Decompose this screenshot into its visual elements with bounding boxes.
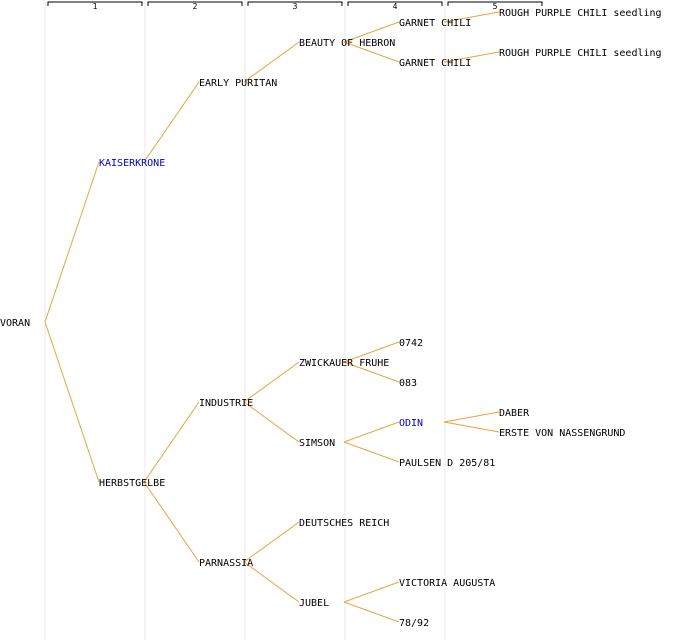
link-line [343, 361, 400, 383]
pedigree-node-label[interactable]: HERBSTGELBE [99, 478, 165, 489]
link-line [143, 481, 200, 563]
pedigree-node-label[interactable]: VICTORIA AUGUSTA [399, 578, 495, 589]
pedigree-node-label[interactable]: 78/92 [399, 618, 429, 629]
link-line [143, 81, 200, 163]
pedigree-node-label[interactable]: 083 [399, 378, 417, 389]
link-line [443, 421, 500, 433]
link-line [343, 601, 400, 623]
link-line [243, 561, 300, 603]
pedigree-node-label[interactable]: DEUTSCHES REICH [299, 518, 389, 529]
link-line [343, 421, 400, 443]
generation-bracket-5 [447, 1, 543, 6]
generation-number-3: 3 [293, 2, 298, 11]
pedigree-node-label[interactable]: JUBEL [299, 598, 329, 609]
pedigree-node-label[interactable]: GARNET CHILI [399, 58, 471, 69]
link-line [143, 401, 200, 483]
link-line [44, 321, 100, 483]
link-line [343, 341, 400, 363]
link-line [443, 51, 500, 63]
pedigree-node-label[interactable]: SIMSON [299, 438, 335, 449]
pedigree-node-label[interactable]: PAULSEN D 205/81 [399, 458, 495, 469]
link-line [243, 521, 300, 563]
pedigree-node-label[interactable]: BEAUTY OF HEBRON [299, 38, 395, 49]
generation-bracket-3 [247, 1, 343, 6]
link-line [343, 441, 400, 463]
link-line [443, 411, 500, 423]
link-line [243, 361, 300, 403]
link-line [44, 161, 100, 323]
pedigree-node-label[interactable]: EARLY PURITAN [199, 78, 277, 89]
pedigree-nodes: ROUGH PURPLE CHILI seedling GARNET CHILI R… [0, 8, 662, 629]
generation-number-4: 4 [393, 2, 398, 11]
link-line [443, 11, 500, 23]
link-line [343, 581, 400, 603]
link-line [243, 41, 300, 83]
pedigree-links [44, 11, 500, 623]
pedigree-node-label[interactable]: ROUGH PURPLE CHILI seedling [499, 48, 662, 59]
generation-bracket-2 [147, 1, 243, 6]
pedigree-node-label[interactable]: ERSTE VON NASSENGRUND [499, 428, 625, 439]
link-line [243, 401, 300, 443]
pedigree-node-label[interactable]: ZWICKAUER FRUHE [299, 358, 389, 369]
link-line [343, 21, 400, 43]
generation-grid [44, 0, 446, 640]
generation-bracket-1 [47, 1, 143, 6]
pedigree-node-label[interactable]: PARNASSIA [199, 558, 253, 569]
link-line [343, 41, 400, 63]
pedigree-node-label[interactable]: KAISERKRONE [99, 158, 165, 169]
generation-header: 1 2 3 4 5 [47, 1, 543, 11]
pedigree-node-label[interactable]: ODIN [399, 418, 423, 429]
pedigree-node-label[interactable]: DABER [499, 408, 530, 419]
pedigree-node-label[interactable]: INDUSTRIE [199, 398, 253, 409]
generation-number-2: 2 [193, 2, 198, 11]
pedigree-node-label[interactable]: ROUGH PURPLE CHILI seedling [499, 8, 662, 19]
pedigree-node-label[interactable]: GARNET CHILI [399, 18, 471, 29]
pedigree-node-label[interactable]: 0742 [399, 338, 423, 349]
generation-bracket-4 [347, 1, 443, 6]
generation-number-5: 5 [493, 2, 498, 11]
pedigree-node-label[interactable]: VORAN [0, 318, 30, 329]
generation-number-1: 1 [93, 2, 98, 11]
